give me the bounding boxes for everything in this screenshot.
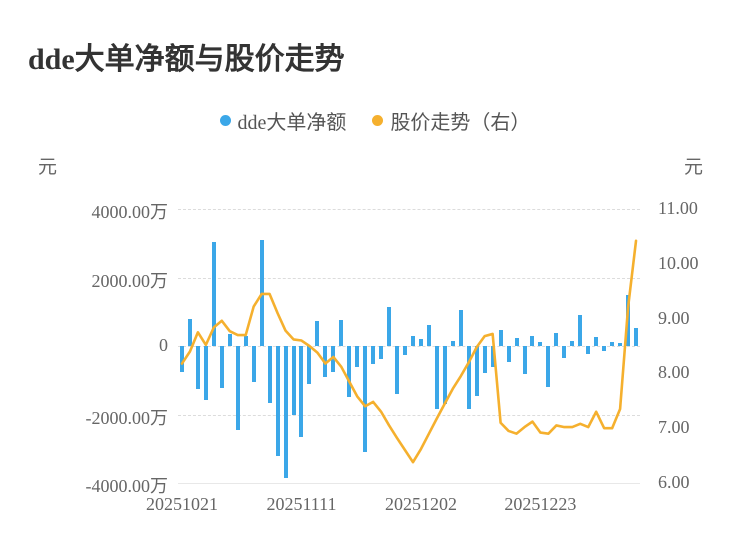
bar [506, 346, 511, 362]
bar [562, 346, 567, 359]
left-axis-tick-label: 0 [159, 335, 168, 355]
bar [395, 346, 400, 394]
bar [379, 346, 384, 359]
legend-label-price-trend: 股价走势（右） [390, 112, 531, 134]
bar [410, 336, 415, 346]
right-axis-tick-label: 7.00 [658, 417, 690, 438]
bar [179, 346, 184, 372]
bar [554, 332, 559, 346]
bar [490, 346, 495, 368]
bar [251, 346, 256, 382]
bar [434, 346, 439, 410]
bar [195, 346, 200, 389]
gridline [178, 346, 640, 347]
bar [219, 346, 224, 389]
gridline [178, 483, 640, 484]
bar [275, 346, 280, 456]
bar [243, 336, 248, 346]
right-axis-tick-label: 10.00 [658, 252, 699, 273]
chart-title: dde大单净额与股价走势 [28, 43, 345, 76]
bar [538, 341, 543, 346]
left-axis-tick-label: -4000.00万 [85, 476, 169, 496]
bar [498, 329, 503, 346]
bar [458, 310, 463, 346]
gridline [178, 209, 640, 210]
left-axis-unit: 元 [38, 157, 58, 178]
legend-item-dde-net[interactable]: dde大单净额 [219, 106, 347, 135]
bar [618, 342, 623, 346]
right-axis-tick-label: 8.00 [658, 362, 690, 383]
bar [634, 328, 639, 346]
bar [187, 319, 192, 346]
legend-marker-dot-icon [372, 115, 384, 126]
chart-legend: dde大单净额 股价走势（右） [0, 106, 750, 135]
bar [546, 346, 551, 388]
line-series-price-trend [180, 239, 638, 464]
bar [347, 346, 352, 398]
x-axis-tick-label: 20251223 [504, 494, 577, 514]
bar [227, 334, 232, 346]
bar [594, 337, 599, 346]
left-axis-tick-label: -2000.00万 [85, 407, 169, 428]
x-axis-tick-label: 20251202 [384, 494, 457, 514]
right-axis-tick-label: 6.00 [658, 472, 690, 492]
left-axis-tick-label: 4000.00万 [91, 202, 169, 222]
x-axis-tick-label: 20251111 [266, 494, 337, 514]
bar [578, 315, 583, 346]
bar [442, 346, 447, 405]
bar [530, 335, 535, 346]
bar [363, 346, 368, 453]
bar [315, 320, 320, 346]
bar [602, 346, 607, 352]
bar [482, 346, 487, 374]
bar [339, 319, 344, 346]
bar [371, 346, 376, 364]
bar [474, 346, 479, 396]
gridline [178, 277, 640, 279]
bar [211, 241, 216, 346]
bar [403, 346, 408, 355]
price-trend-polyline [180, 239, 638, 464]
bar [235, 346, 240, 430]
bar [514, 338, 519, 346]
right-axis-tick-label: 9.00 [658, 307, 690, 328]
x-axis-tick-label: 20251021 [145, 494, 218, 514]
legend-item-price-trend[interactable]: 股价走势（右） [372, 106, 530, 135]
bar [387, 306, 392, 346]
bar [522, 346, 527, 375]
bar [267, 346, 272, 403]
bar [426, 324, 431, 346]
legend-marker-dot-icon [219, 115, 231, 126]
plot-area [178, 200, 640, 492]
left-axis-tick-label: 2000.00万 [91, 270, 169, 291]
legend-label-dde-net: dde大单净额 [237, 112, 347, 134]
right-axis-tick-label: 11.00 [658, 198, 698, 218]
bar [570, 340, 575, 346]
bar [610, 341, 615, 346]
right-axis-unit: 元 [684, 157, 704, 178]
bar [355, 346, 360, 368]
bar [203, 346, 208, 401]
bar [283, 346, 288, 478]
bar [418, 339, 423, 346]
bar [466, 346, 471, 409]
bar [299, 346, 304, 437]
bar [586, 346, 591, 354]
gridline [178, 414, 640, 416]
bar [307, 346, 312, 384]
bar [450, 340, 455, 346]
bar [291, 346, 296, 415]
